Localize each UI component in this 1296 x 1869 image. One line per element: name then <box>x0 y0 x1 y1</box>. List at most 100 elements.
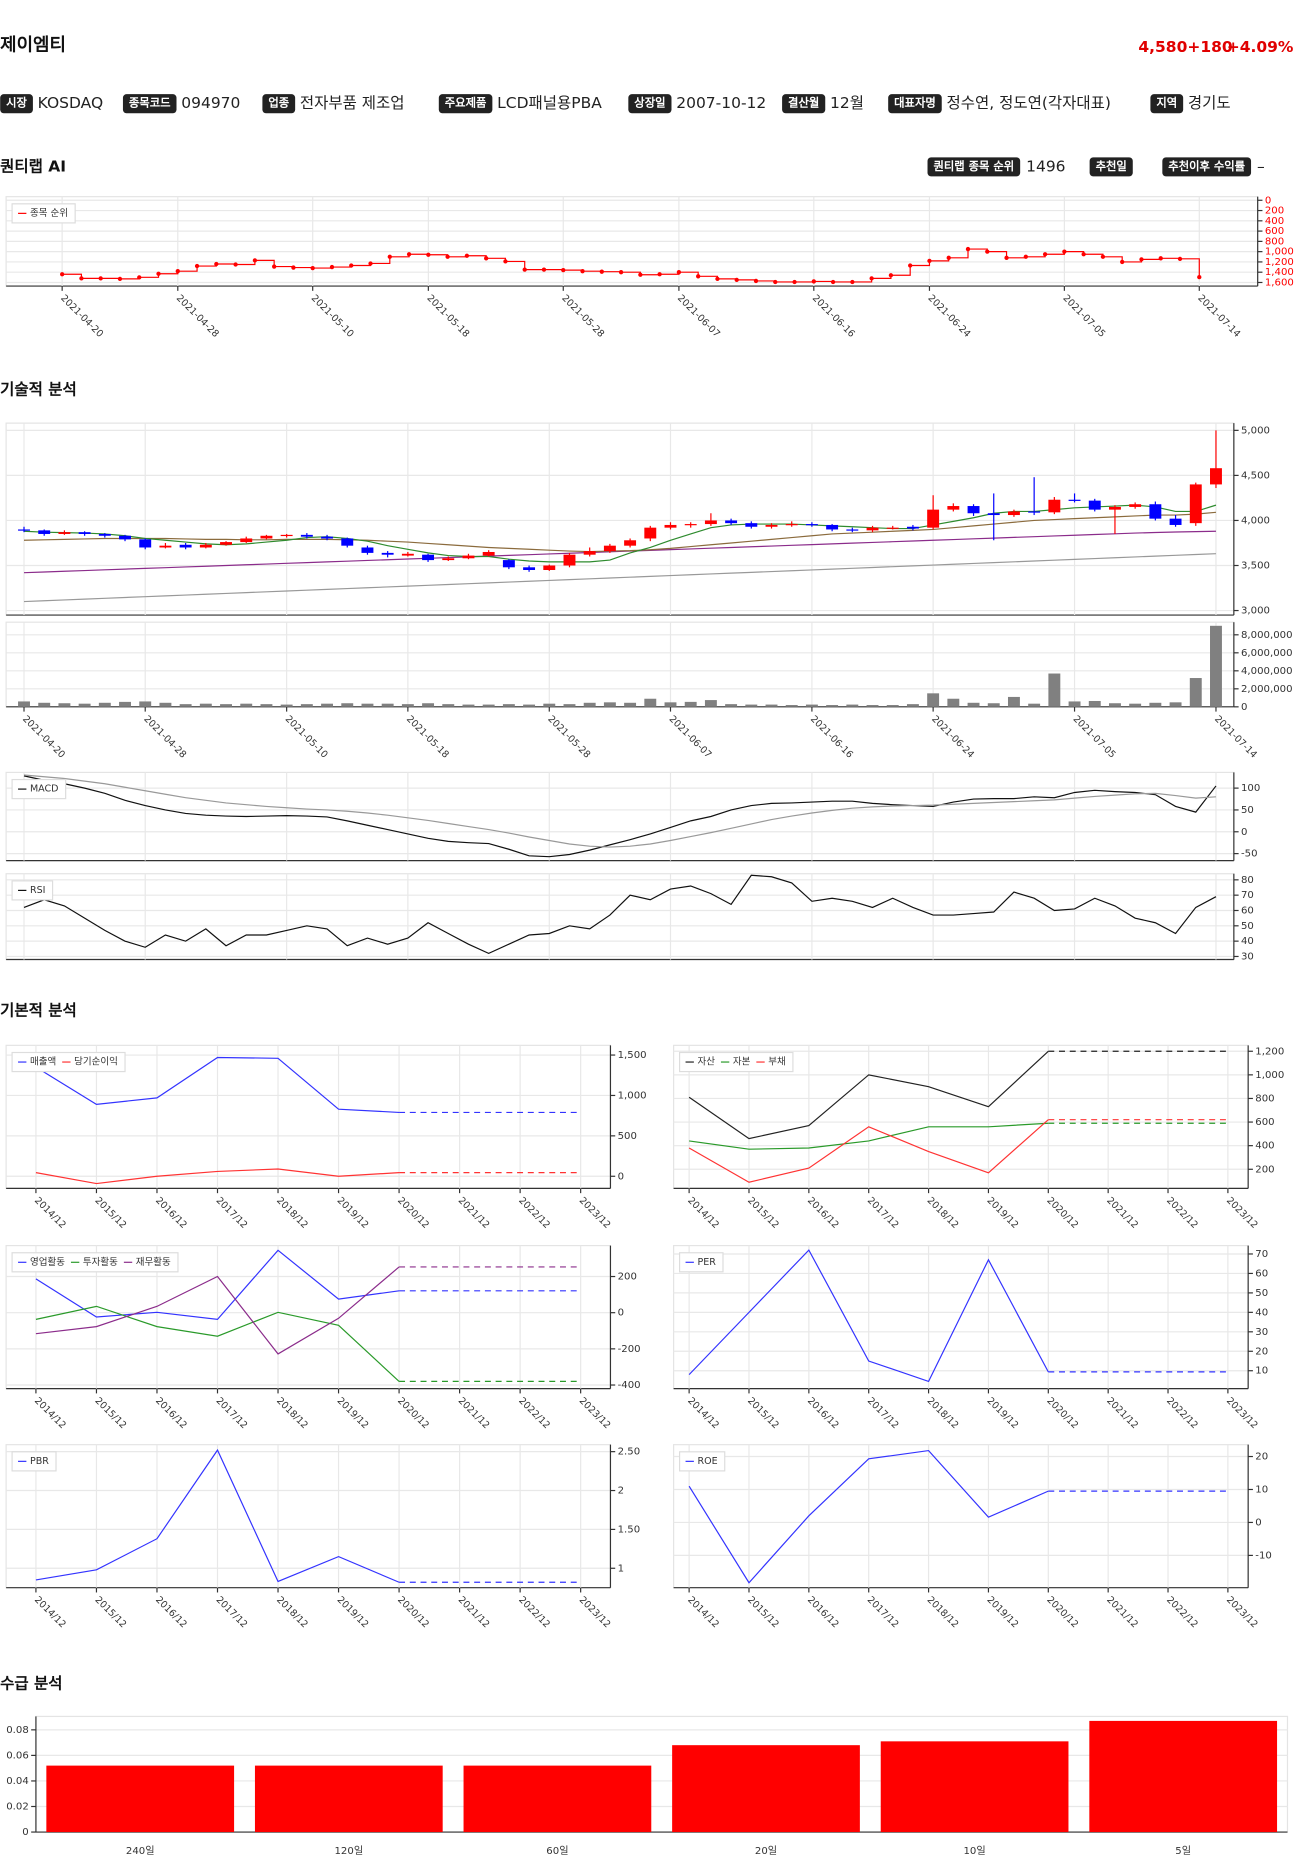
bar <box>1048 673 1061 707</box>
rank-point <box>792 279 797 285</box>
rank-point <box>869 276 874 281</box>
y-tick-label: 400 <box>1255 1141 1274 1152</box>
bar <box>684 701 697 707</box>
candle-body <box>199 544 212 548</box>
info-label: 종목코드 <box>129 96 171 110</box>
bar <box>880 1741 1069 1833</box>
x-tick-label: 20일 <box>755 1845 777 1857</box>
data-line <box>688 1449 1049 1584</box>
legend-label: ROE <box>697 1456 717 1467</box>
rank-point <box>368 261 373 266</box>
y-tick-label: 50 <box>1255 1288 1268 1299</box>
y-tick-label: 600 <box>1255 1117 1274 1128</box>
info-badge <box>888 94 942 114</box>
rank-point <box>406 252 412 257</box>
candle-body <box>704 520 717 525</box>
bar <box>482 704 495 707</box>
candle-body <box>462 555 475 559</box>
candle-body <box>664 524 677 528</box>
y-tick-label: 400 <box>1265 216 1284 227</box>
candle-body <box>422 554 435 561</box>
x-tick-label: 120일 <box>334 1845 363 1857</box>
y-tick-label: 800 <box>1255 1093 1274 1104</box>
legend-box <box>11 1451 57 1472</box>
legend-box <box>11 1252 179 1273</box>
y-tick-label: 1,000 <box>1255 1070 1284 1081</box>
data-line <box>23 511 1217 553</box>
candle-body <box>563 554 576 566</box>
rank-point <box>541 267 547 272</box>
y-tick-label: -50 <box>1241 849 1258 860</box>
bar <box>463 1765 652 1833</box>
rank-point <box>426 252 431 257</box>
bar <box>906 704 919 707</box>
bar <box>240 703 253 707</box>
rank-point <box>1100 254 1106 259</box>
candle-body <box>1189 484 1202 524</box>
bar <box>220 704 232 707</box>
candle-body <box>846 529 859 531</box>
data-line <box>35 1168 400 1185</box>
legend-label: 당기순이익 <box>74 1056 118 1068</box>
candle-body <box>321 536 334 539</box>
rank-point <box>908 263 913 268</box>
x-tick-label: 240일 <box>126 1845 155 1857</box>
rank-point <box>753 278 759 284</box>
legend-label: 영업활동 <box>30 1256 65 1268</box>
bar <box>672 1745 860 1833</box>
rank-point <box>1177 256 1183 261</box>
legend-box <box>678 1252 724 1273</box>
rank-point <box>715 276 720 282</box>
legend-label: 자산 <box>697 1057 715 1068</box>
y-tick-label: -400 <box>618 1380 641 1391</box>
rank-point <box>888 273 894 278</box>
bar <box>260 704 273 707</box>
bar <box>254 1765 443 1833</box>
candle-body <box>1028 511 1041 513</box>
y-tick-label: 2,000,000 <box>1241 684 1293 695</box>
bar <box>46 1765 235 1833</box>
y-tick-label: 70 <box>1241 890 1254 901</box>
bar <box>785 705 798 707</box>
candle-body <box>502 560 515 568</box>
candle-body <box>482 551 495 556</box>
bar <box>987 703 1000 707</box>
rank-point <box>811 279 816 284</box>
bar <box>563 704 576 707</box>
candle-body <box>1048 499 1061 513</box>
y-tick-label: 1,500 <box>618 1050 647 1061</box>
y-tick-label: 0 <box>1241 702 1247 713</box>
candle-body <box>280 534 293 537</box>
candle-body <box>341 538 354 546</box>
candle-body <box>1068 499 1081 501</box>
info-badge <box>438 94 493 114</box>
bar <box>765 704 778 707</box>
data-line <box>688 1249 1049 1383</box>
bar <box>280 704 293 707</box>
y-tick-label: 1,000 <box>1265 247 1294 258</box>
info-badge <box>262 94 296 114</box>
candle-body <box>906 526 919 529</box>
bar <box>644 698 657 707</box>
bar <box>58 703 71 707</box>
y-tick-label: 500 <box>618 1131 637 1142</box>
y-tick-label: 80 <box>1241 875 1254 886</box>
rank-point <box>60 272 65 277</box>
rank-point <box>1197 274 1202 280</box>
y-tick-label: 4,000 <box>1241 515 1270 526</box>
price-change: +180 <box>1187 38 1233 56</box>
info-value: 2007-10-12 <box>676 94 766 112</box>
info-value: 정수연, 정도연(각자대표) <box>947 94 1111 112</box>
y-tick-label: 100 <box>1241 783 1260 794</box>
info-badge <box>628 94 672 114</box>
candle-body <box>240 538 253 543</box>
y-tick-label: 0 <box>1241 827 1247 838</box>
data-line <box>689 1122 1049 1150</box>
y-tick-label: 20 <box>1255 1346 1268 1357</box>
y-tick-label: 0 <box>1255 1517 1261 1528</box>
bar <box>543 703 556 707</box>
candle-body <box>765 524 778 527</box>
info-badge <box>0 94 33 114</box>
y-tick-label: 0 <box>618 1308 624 1319</box>
